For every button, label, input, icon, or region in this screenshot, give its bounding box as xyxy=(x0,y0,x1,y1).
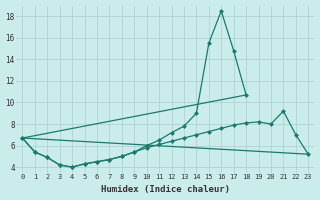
X-axis label: Humidex (Indice chaleur): Humidex (Indice chaleur) xyxy=(101,185,230,194)
